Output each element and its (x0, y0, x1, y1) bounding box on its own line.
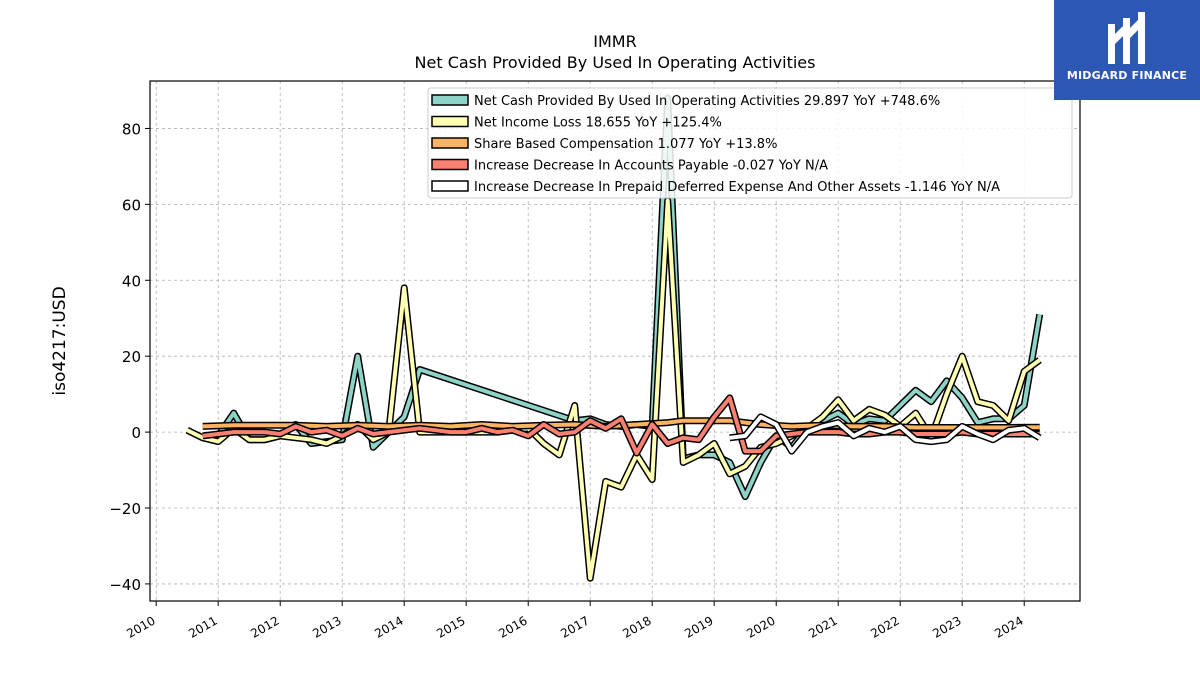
series-line-4 (729, 414, 1041, 454)
x-tick-label: 2023 (930, 613, 963, 640)
x-tick-label: 2015 (434, 613, 467, 640)
legend-swatch (431, 158, 469, 171)
legend-label: Share Based Compensation 1.077 YoY +13.8… (474, 137, 777, 152)
x-tick-label: 2022 (868, 613, 901, 640)
y-tick-label: 20 (122, 348, 141, 366)
chart-title: IMMR (593, 32, 636, 51)
chart-subtitle: Net Cash Provided By Used In Operating A… (415, 53, 816, 72)
brand-name: MIDGARD FINANCE (1066, 69, 1188, 82)
plot-frame (149, 80, 1081, 602)
y-tick-label: 40 (122, 272, 141, 290)
axes: −40 −20 0 20 40 60 80 2010 2011 2012 2013 2014 2015 2… (109, 120, 1025, 640)
x-tick-label: 2013 (310, 613, 343, 640)
x-tick-label: 2018 (620, 613, 653, 640)
legend-label: Increase Decrease In Accounts Payable -0… (474, 159, 828, 174)
legend-label: Increase Decrease In Prepaid Deferred Ex… (474, 180, 1000, 195)
x-tick-label: 2010 (124, 613, 157, 640)
x-tick-label: 2019 (682, 613, 715, 640)
series-line-1 (186, 198, 1041, 581)
x-tick-label: 2021 (806, 613, 839, 640)
legend-label: Net Income Loss 18.655 YoY +125.4% (474, 116, 722, 131)
y-tick-label: −40 (109, 576, 141, 594)
legend-swatch (431, 94, 469, 106)
y-tick-label: 80 (122, 120, 141, 138)
legend-swatch (431, 137, 469, 149)
legend-label: Net Cash Provided By Used In Operating A… (474, 94, 940, 109)
y-tick-label: 0 (131, 424, 141, 442)
x-tick-label: 2020 (744, 613, 777, 640)
series-line-3 (202, 395, 1040, 455)
legend-swatch (431, 180, 469, 192)
series-layer (185, 94, 1044, 582)
midgard-logo-icon (1108, 12, 1145, 64)
x-tick-label: 2014 (372, 613, 405, 640)
y-tick-label: 60 (122, 196, 141, 214)
x-tick-label: 2024 (992, 613, 1025, 640)
x-tick-label: 2016 (496, 613, 529, 640)
y-tick-label: −20 (109, 500, 141, 518)
x-tick-label: 2011 (186, 613, 219, 640)
legend-box (427, 87, 1073, 199)
legend-swatch (431, 115, 469, 128)
legend: Net Cash Provided By Used In Operating A… (427, 87, 1073, 199)
brand-logo: MIDGARD FINANCE (1054, 0, 1200, 100)
x-tick-label: 2017 (558, 613, 591, 640)
y-axis-label: iso4217:USD (50, 286, 70, 395)
x-tick-label: 2012 (248, 613, 281, 640)
